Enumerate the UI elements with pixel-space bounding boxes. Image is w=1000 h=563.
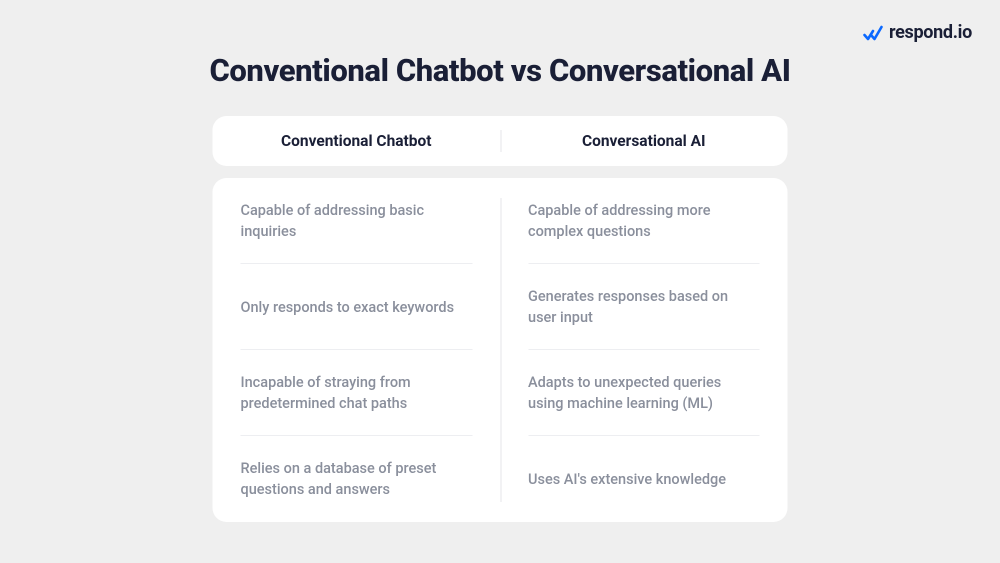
table-header: Conventional Chatbot Conversational AI (213, 116, 788, 166)
table-row: Incapable of straying from predetermined… (213, 350, 788, 436)
table-row: Only responds to exact keywords Generate… (213, 264, 788, 350)
cell-text: Incapable of straying from predetermined… (241, 372, 473, 414)
cell-text: Generates responses based on user input (528, 286, 760, 328)
comparison-table: Conventional Chatbot Conversational AI C… (213, 116, 788, 522)
table-row: Capable of addressing basic inquiries Ca… (213, 178, 788, 264)
column-header-left: Conventional Chatbot (213, 132, 501, 150)
logo-mark-icon (863, 25, 883, 41)
cell-text: Relies on a database of preset questions… (241, 458, 473, 500)
brand-name: respond.io (889, 22, 972, 43)
cell-text: Capable of addressing basic inquiries (241, 200, 473, 242)
table-row: Relies on a database of preset questions… (213, 436, 788, 522)
brand-logo: respond.io (863, 22, 972, 43)
cell-text: Only responds to exact keywords (241, 297, 455, 318)
cell-text: Uses AI's extensive knowledge (528, 469, 726, 490)
page-title: Conventional Chatbot vs Conversational A… (0, 52, 1000, 89)
column-header-right: Conversational AI (500, 132, 788, 150)
table-body: Capable of addressing basic inquiries Ca… (213, 178, 788, 522)
cell-text: Capable of addressing more complex quest… (528, 200, 760, 242)
cell-text: Adapts to unexpected queries using machi… (528, 372, 760, 414)
